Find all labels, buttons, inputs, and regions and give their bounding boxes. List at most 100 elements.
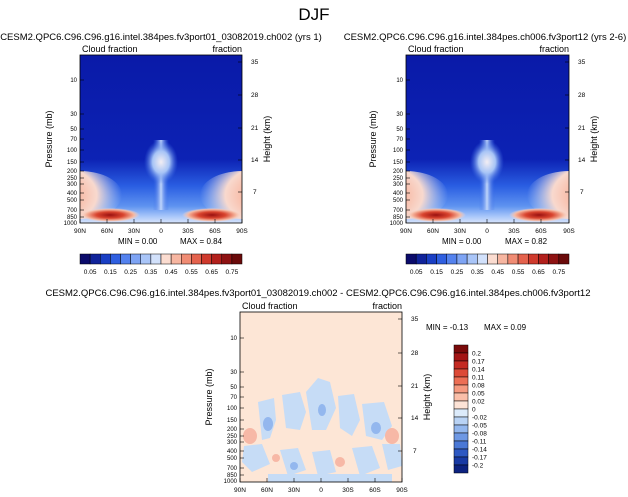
colorbar-panel-1: 0.05 0.15 0.25 0.35 0.45 0.55 0.65 0.75 (79, 253, 243, 276)
colorbar-swatch (415, 253, 427, 265)
panel-1-xtick: 30N (128, 228, 140, 235)
colorbar-swatch (453, 344, 469, 354)
colorbar-label: 0.15 (430, 269, 443, 276)
panel-3-corner-right: fraction (372, 301, 402, 311)
panel-3-ytick: 300 (227, 440, 238, 446)
colorbar-swatch (453, 432, 469, 442)
colorbar-label: 0.14 (472, 367, 485, 374)
panel-2-min-label: MIN = 0.00 (442, 237, 482, 246)
panel-2-xtick: 90N (400, 228, 412, 235)
colorbar-swatch (487, 253, 498, 265)
colorbar-panel-2: 0.05 0.15 0.25 0.35 0.45 0.55 0.65 0.75 (405, 253, 570, 276)
panel-1-y2tick: 7 (253, 189, 257, 196)
colorbar-label: 0.75 (552, 269, 565, 276)
panel-1-ytick: 250 (67, 176, 78, 182)
panel-2-max-label: MAX = 0.82 (505, 237, 548, 246)
colorbar-swatch (456, 253, 468, 265)
panel-3-y2tick: 14 (411, 415, 419, 422)
panel-2-y2tick: 21 (578, 125, 586, 132)
panel-3-y2tick: 28 (411, 350, 419, 357)
panel-2-corner-left: Cloud fraction (408, 44, 464, 54)
colorbar-label: -0.17 (472, 455, 487, 462)
panel-3-corner-left: Cloud fraction (242, 301, 298, 311)
colorbar-swatch (211, 253, 222, 265)
colorbar-swatch (221, 253, 233, 265)
panel-2-ytick: 10 (396, 78, 403, 84)
panel-2-ytick: 500 (393, 198, 404, 204)
panel-3-xtick: 90N (234, 487, 246, 494)
panel-1-ytick: 700 (67, 208, 78, 214)
colorbar-label: -0.11 (472, 439, 487, 446)
panel-1: CESM2.QPC6.C96.C96.g16.intel.384pes.fv3p… (0, 32, 322, 246)
colorbar-swatch (170, 253, 182, 265)
panel-2-y2-axis: 35 28 21 14 7 (565, 59, 586, 196)
panel-1-y2tick: 21 (251, 125, 259, 132)
panel-2-field (406, 55, 569, 223)
panel-1-ytick: 850 (67, 215, 78, 221)
panel-1-xtick: 60N (101, 228, 113, 235)
colorbar-difference: 0.20.170.140.110.080.050.020-0.02-0.05-0… (453, 344, 487, 474)
panel-2-title: CESM2.QPC6.C96.C96.g16.intel.384pes.ch00… (344, 32, 627, 43)
colorbar-swatch (477, 253, 488, 265)
panel-1-y2label: Height (km) (262, 116, 272, 163)
colorbar-swatch (201, 253, 212, 265)
colorbar-label: -0.2 (472, 463, 484, 470)
colorbar-label: 0.08 (472, 383, 485, 390)
colorbar-label: 0.25 (124, 269, 137, 276)
panel-2-xtick: 30N (454, 228, 466, 235)
panel-1-y2-axis: 35 28 21 14 7 (238, 59, 259, 196)
colorbar-swatch (453, 400, 469, 410)
panel-1-ytick: 200 (67, 169, 78, 175)
colorbar-label: 0.02 (472, 399, 485, 406)
colorbar-swatch (453, 448, 469, 458)
colorbar-label: 0.15 (104, 269, 117, 276)
colorbar-swatch (181, 253, 192, 265)
colorbar-swatch (453, 384, 469, 394)
panel-3-xtick: 60S (369, 487, 381, 494)
panel-1-min-label: MIN = 0.00 (118, 237, 158, 246)
panel-3-max-label: MAX = 0.09 (484, 323, 527, 332)
panel-1-xtick: 30S (182, 228, 194, 235)
panel-2-ytick: 300 (393, 182, 404, 188)
colorbar-label: 0.25 (451, 269, 464, 276)
colorbar-swatch (548, 253, 560, 265)
panel-1-ytick: 50 (70, 127, 77, 133)
colorbar-swatch (507, 253, 519, 265)
panel-3-xtick: 30S (342, 487, 354, 494)
colorbar-swatch (446, 253, 458, 265)
panel-1-field (80, 55, 242, 223)
colorbar-label: 0.75 (226, 269, 239, 276)
colorbar-swatch (140, 253, 152, 265)
colorbar-label: 0.17 (472, 359, 485, 366)
colorbar-swatch (89, 253, 101, 265)
colorbar-swatch (79, 253, 91, 265)
panel-2-ylabel: Pressure (mb) (368, 110, 378, 167)
panel-2-y2label: Height (km) (589, 116, 599, 163)
panel-2-y2tick: 14 (578, 157, 586, 164)
panel-2-ytick: 70 (396, 137, 403, 143)
panel-1-xtick: 60S (209, 228, 221, 235)
colorbar-swatch (160, 253, 172, 265)
panel-2-xtick: 0 (485, 228, 489, 235)
panel-1-ytick: 10 (70, 78, 77, 84)
colorbar-label: 0.65 (205, 269, 218, 276)
panel-3-ytick: 100 (227, 406, 238, 412)
colorbar-label: -0.08 (472, 431, 487, 438)
panel-3-xtick: 0 (319, 487, 323, 494)
panel-1-ytick: 1000 (64, 221, 78, 227)
colorbar-label: 0.35 (471, 269, 484, 276)
panel-3-ytick: 30 (230, 370, 237, 376)
colorbar-swatch (453, 376, 469, 386)
colorbar-swatch (528, 253, 539, 265)
panel-2-ytick: 150 (393, 160, 404, 166)
panel-2-ytick: 400 (393, 191, 404, 197)
colorbar-swatch (453, 424, 469, 434)
panel-3-min-label: MIN = -0.13 (426, 323, 469, 332)
panel-2-y-axis: 10 30 50 70 100 150 200 250 300 400 500 … (390, 78, 410, 227)
panel-3-ytick: 500 (227, 456, 238, 462)
figure-title: DJF (298, 5, 329, 24)
colorbar-label: 0.11 (472, 375, 485, 382)
colorbar-label: 0 (472, 407, 476, 414)
panel-3-ytick: 10 (230, 336, 237, 342)
colorbar-swatch (436, 253, 447, 265)
